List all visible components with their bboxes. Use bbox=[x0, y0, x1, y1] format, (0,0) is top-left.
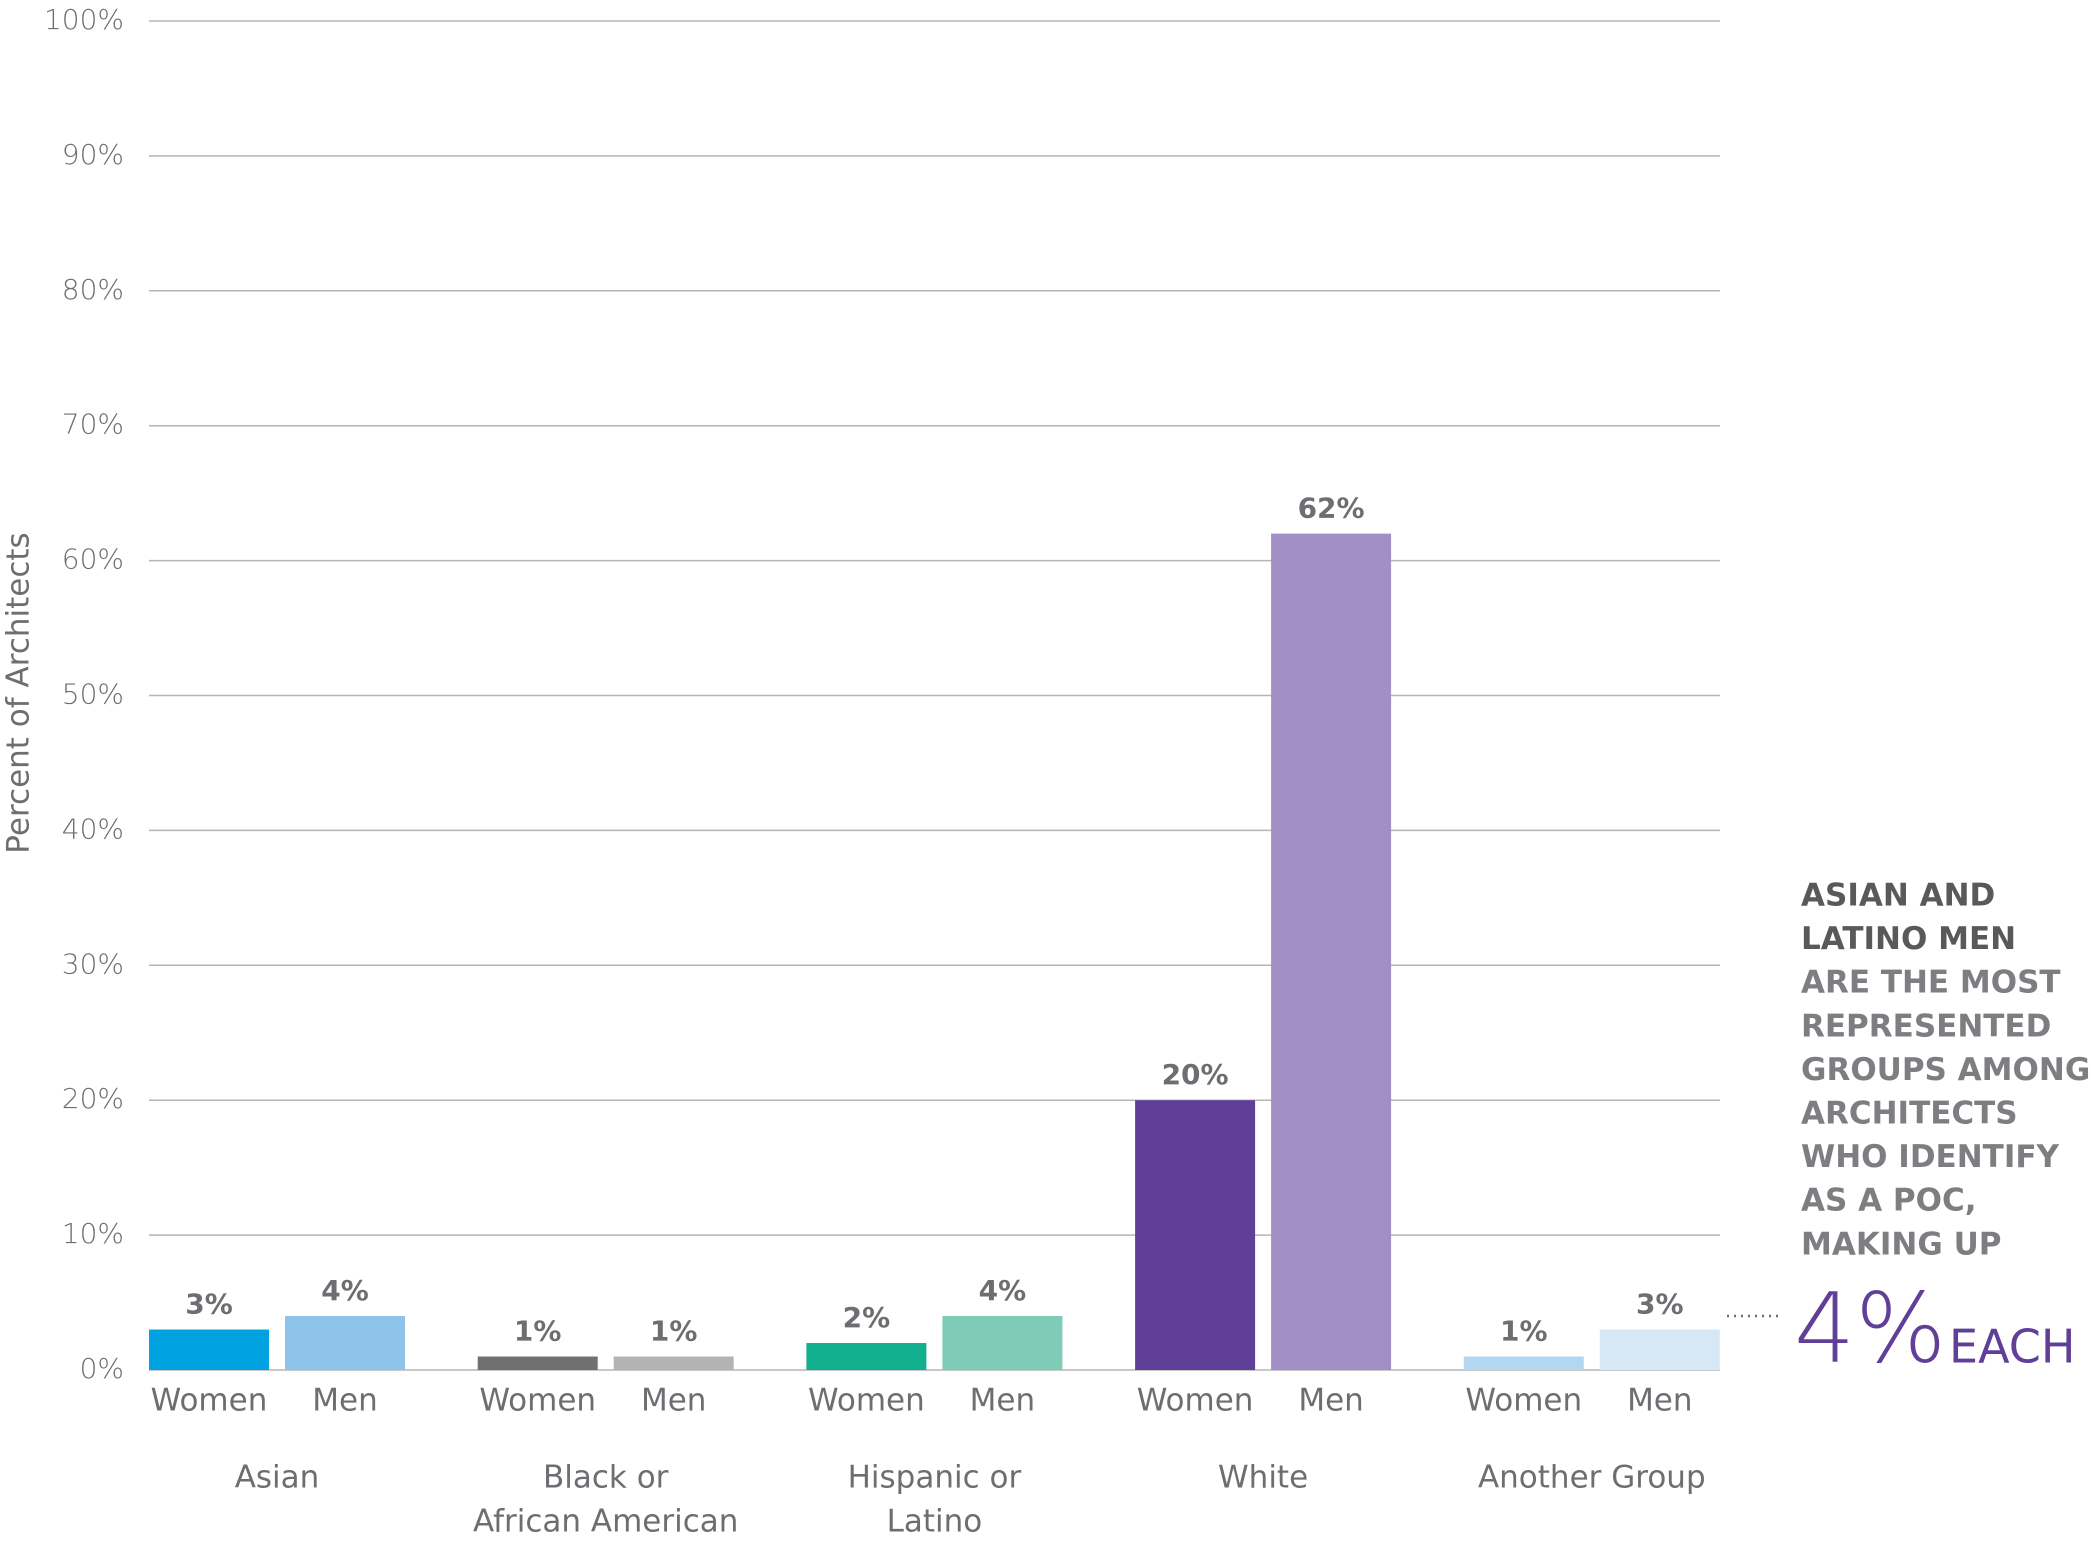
value-label: 1% bbox=[650, 1315, 698, 1348]
x-tick-label: Women bbox=[1137, 1383, 1254, 1419]
value-label: 4% bbox=[979, 1274, 1027, 1307]
y-tick-label: 80% bbox=[62, 273, 124, 306]
group-label: Hispanic or bbox=[848, 1460, 1022, 1496]
bar bbox=[1135, 1100, 1256, 1370]
annotation-suffix: EACH bbox=[1949, 1320, 2075, 1374]
bar bbox=[1599, 1329, 1720, 1370]
annotation-line: MAKING UP bbox=[1801, 1226, 2001, 1262]
value-label: 3% bbox=[1636, 1288, 1684, 1321]
bar bbox=[149, 1329, 269, 1370]
value-label: 3% bbox=[185, 1288, 233, 1321]
x-tick-label: Men bbox=[312, 1383, 377, 1419]
bar bbox=[806, 1343, 927, 1370]
x-tick-label: Men bbox=[970, 1383, 1035, 1419]
annotation-line: GROUPS AMONG bbox=[1801, 1052, 2090, 1088]
group-label: Asian bbox=[235, 1460, 320, 1496]
annotation-highlight: ASIAN AND bbox=[1801, 878, 1995, 914]
annotation-line: ARCHITECTS bbox=[1801, 1096, 2018, 1132]
group-label: Latino bbox=[887, 1504, 983, 1540]
x-tick-label: Men bbox=[1627, 1383, 1692, 1419]
value-label: 62% bbox=[1298, 492, 1365, 525]
value-label: 1% bbox=[1500, 1315, 1548, 1348]
x-tick-label: Men bbox=[1298, 1383, 1363, 1419]
x-tick-label: Women bbox=[808, 1383, 925, 1419]
value-label: 2% bbox=[843, 1301, 891, 1334]
bar bbox=[285, 1316, 405, 1370]
x-tick-label: Women bbox=[151, 1383, 268, 1419]
y-tick-label: 0% bbox=[80, 1352, 124, 1385]
value-label: 1% bbox=[514, 1315, 562, 1348]
value-label: 20% bbox=[1162, 1058, 1229, 1091]
annotation-big: 4% bbox=[1794, 1272, 1946, 1384]
y-tick-label: 90% bbox=[62, 138, 124, 171]
x-tick-label: Men bbox=[641, 1383, 706, 1419]
bar bbox=[1271, 533, 1392, 1370]
y-tick-label: 60% bbox=[62, 543, 124, 576]
group-label: Black or bbox=[543, 1460, 669, 1496]
annotation-highlight: LATINO MEN bbox=[1801, 921, 2016, 957]
y-tick-label: 50% bbox=[62, 678, 124, 711]
y-tick-label: 30% bbox=[62, 947, 124, 980]
annotation-line: AS A POC, bbox=[1801, 1183, 1977, 1219]
y-axis-label: Percent of Architects bbox=[1, 532, 37, 853]
group-label: African American bbox=[473, 1504, 738, 1540]
y-tick-label: 100% bbox=[44, 3, 124, 36]
bar bbox=[1463, 1356, 1584, 1370]
y-tick-label: 40% bbox=[62, 812, 124, 845]
bar bbox=[942, 1316, 1063, 1370]
y-tick-label: 10% bbox=[62, 1217, 124, 1250]
annotation-line: WHO IDENTIFY bbox=[1801, 1139, 2060, 1175]
group-label: Another Group bbox=[1478, 1460, 1706, 1496]
bar bbox=[477, 1356, 598, 1370]
bar bbox=[613, 1356, 734, 1370]
y-tick-label: 20% bbox=[62, 1082, 124, 1115]
value-label: 4% bbox=[321, 1274, 369, 1307]
annotation-line: ARE THE MOST bbox=[1801, 965, 2061, 1001]
y-tick-label: 70% bbox=[62, 408, 124, 441]
group-label: White bbox=[1218, 1460, 1308, 1496]
annotation-line: REPRESENTED bbox=[1801, 1008, 2051, 1044]
x-tick-label: Women bbox=[1465, 1383, 1582, 1419]
x-tick-label: Women bbox=[479, 1383, 596, 1419]
